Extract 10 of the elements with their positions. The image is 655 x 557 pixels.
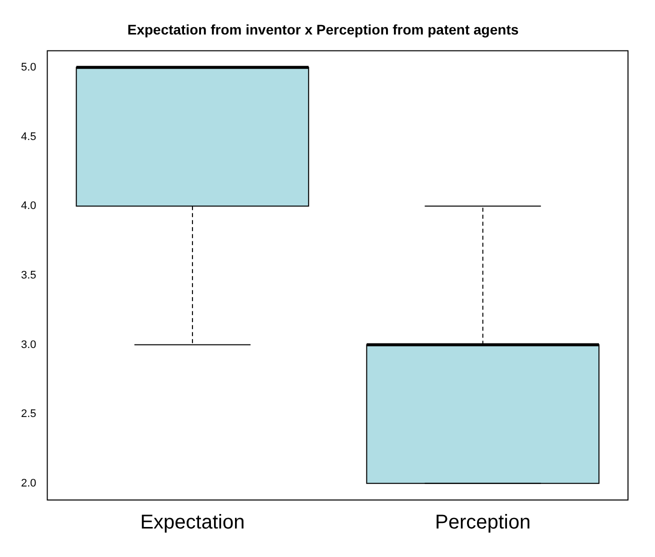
y-tick-label: 3.5: [20, 269, 36, 282]
y-tick-label: 4.5: [20, 130, 36, 143]
y-tick-label: 5.0: [20, 61, 36, 74]
y-tick-label: 2.0: [20, 477, 36, 490]
y-tick-label: 3.0: [20, 338, 36, 351]
x-tick-label: Expectation: [140, 512, 245, 534]
chart-title: Expectation from inventor x Perception from patent agents: [127, 21, 519, 38]
x-tick-label: Perception: [435, 512, 531, 534]
y-tick-label: 4.0: [20, 200, 36, 212]
y-tick-label: 2.5: [20, 408, 36, 420]
